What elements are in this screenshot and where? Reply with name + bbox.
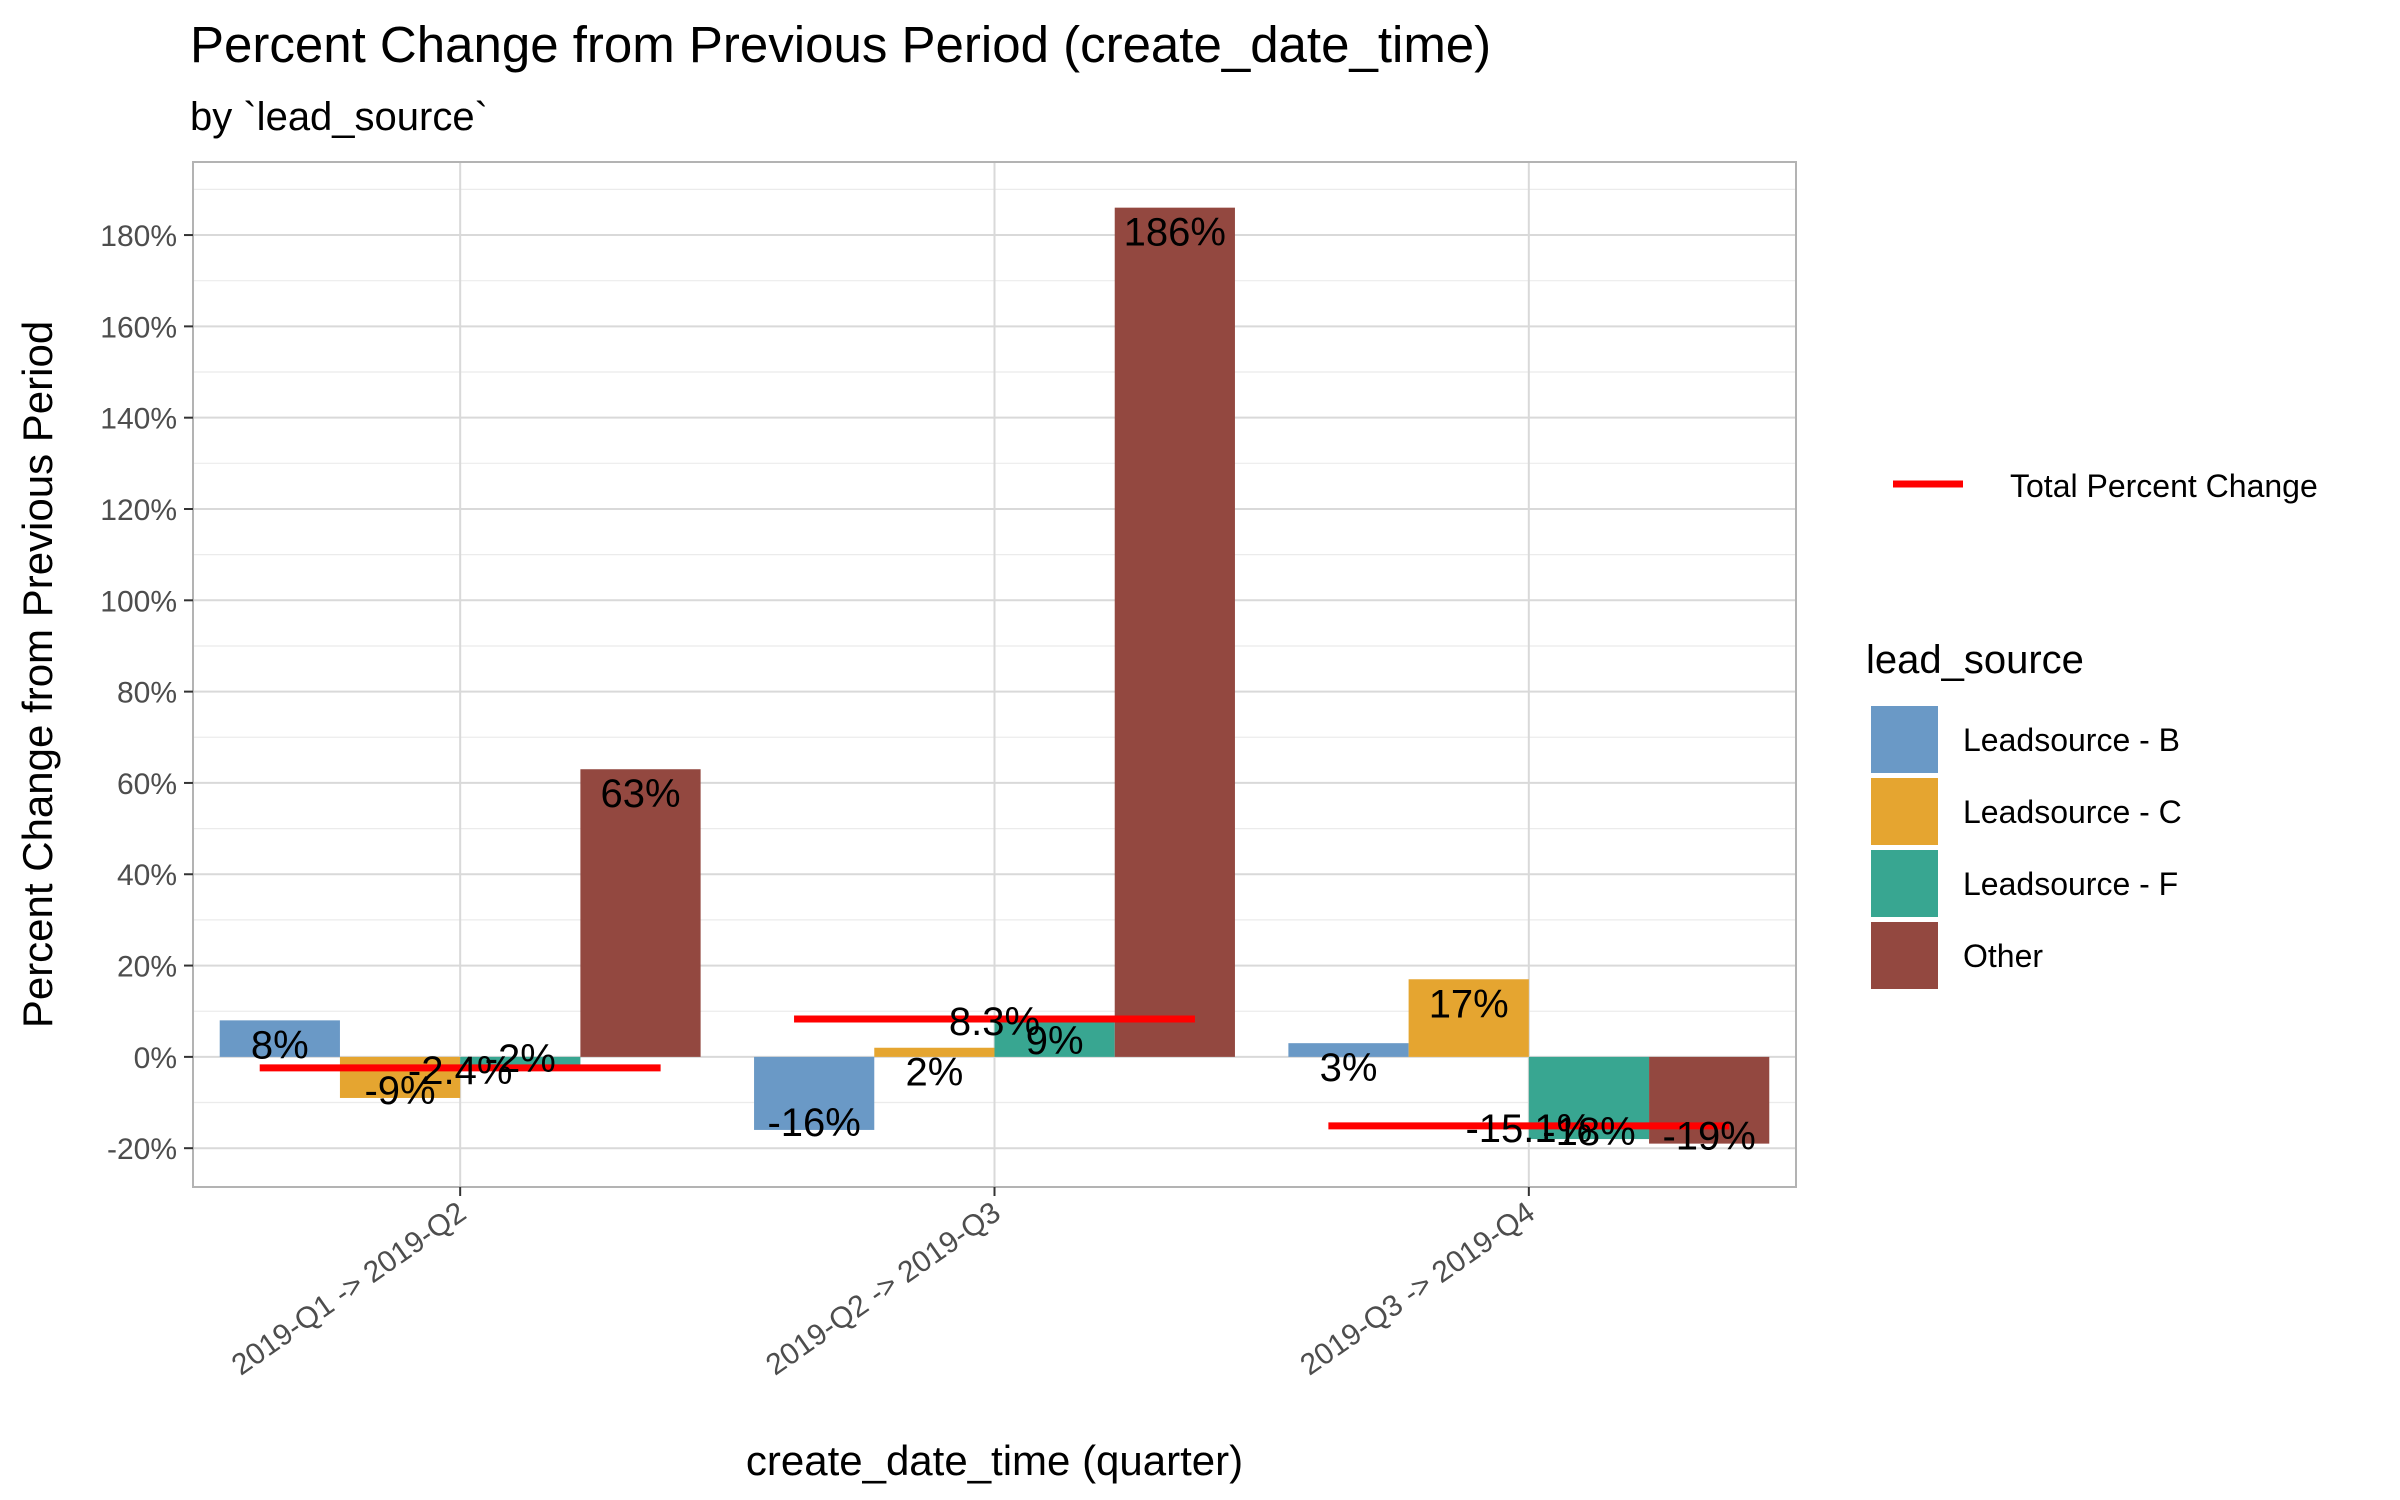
chart-subtitle: by `lead_source` — [190, 95, 488, 139]
bar-value-label: -16% — [767, 1101, 860, 1145]
bar-value-label: 186% — [1124, 211, 1226, 255]
chart-title: Percent Change from Previous Period (cre… — [190, 16, 1491, 73]
y-tick-label: 60% — [117, 768, 177, 801]
bar — [994, 1015, 1115, 1057]
bar — [219, 1020, 340, 1057]
legend-swatch-icon — [1871, 850, 1938, 917]
bar — [1408, 979, 1529, 1057]
legend-items: Leadsource - B Leadsource - C Leadsource -… — [1871, 706, 2182, 989]
y-tick-label: 180% — [100, 220, 177, 253]
y-tick-label: 140% — [100, 403, 177, 436]
bar-value-label: 2% — [905, 1051, 963, 1095]
legend-swatch-icon — [1871, 706, 1938, 773]
bar-value-label: -19% — [1662, 1115, 1755, 1159]
total-value-label: -15.1% — [1465, 1107, 1592, 1151]
bar-value-label: 17% — [1429, 982, 1509, 1026]
legend-item-label: Leadsource - C — [1963, 794, 2182, 830]
y-axis-title: Percent Change from Previous Period — [14, 321, 61, 1028]
legend-swatch-icon — [1871, 922, 1938, 989]
bar-value-label: -18% — [1542, 1110, 1635, 1154]
legend-swatch-icon — [1871, 778, 1938, 845]
legend-item-label: Leadsource - F — [1963, 866, 2178, 902]
bar-value-label: 8% — [251, 1023, 309, 1067]
x-tick-label: 2019-Q2 -> 2019-Q3 — [760, 1196, 1006, 1382]
legend-total-percent-change: Total Percent Change — [1893, 468, 2318, 504]
x-tick-label: 2019-Q1 -> 2019-Q2 — [226, 1196, 472, 1382]
y-tick-label: 0% — [134, 1042, 177, 1075]
y-tick-label: -20% — [107, 1133, 177, 1166]
bar-value-label: 3% — [1320, 1046, 1378, 1090]
bar — [339, 1056, 461, 1098]
bar — [460, 1056, 581, 1067]
legend-item-label: Other — [1963, 938, 2043, 974]
bar-value-label: 63% — [600, 772, 680, 816]
bar — [1114, 207, 1235, 1057]
bar-value-label: 9% — [1026, 1019, 1084, 1063]
y-tick-label: 120% — [100, 494, 177, 527]
y-tick-label: 80% — [117, 677, 177, 710]
bar — [874, 1047, 995, 1057]
data-labels: 8% -16% 3% -9% 2% 17% -2% 9% -18% 63% 186% -19% -2.4… — [251, 211, 1756, 1159]
x-tick-label: 2019-Q3 -> 2019-Q4 — [1294, 1196, 1540, 1382]
axes: -20% 0% 20% 40% 60% 80% 100% 120% 140% 160% 180% 20… — [100, 220, 1541, 1382]
bar — [1288, 1043, 1409, 1057]
x-axis-title: create_date_time (quarter) — [746, 1437, 1243, 1484]
total-value-label: 8.3% — [949, 1000, 1040, 1044]
y-tick-label: 40% — [117, 859, 177, 892]
bar — [754, 1056, 875, 1130]
y-tick-label: 160% — [100, 311, 177, 344]
bar-value-label: -9% — [364, 1069, 435, 1113]
legend-total-label: Total Percent Change — [2010, 468, 2318, 504]
y-tick-label: 100% — [100, 585, 177, 618]
legend-title: lead_source — [1866, 638, 2084, 682]
total-value-label: -2.4% — [408, 1049, 513, 1093]
bars — [219, 207, 1770, 1144]
total-lines — [259, 1015, 1730, 1130]
bar — [580, 769, 701, 1057]
bar-value-label: -2% — [485, 1037, 556, 1081]
y-tick-label: 20% — [117, 951, 177, 984]
legend-item-label: Leadsource - B — [1963, 722, 2180, 758]
